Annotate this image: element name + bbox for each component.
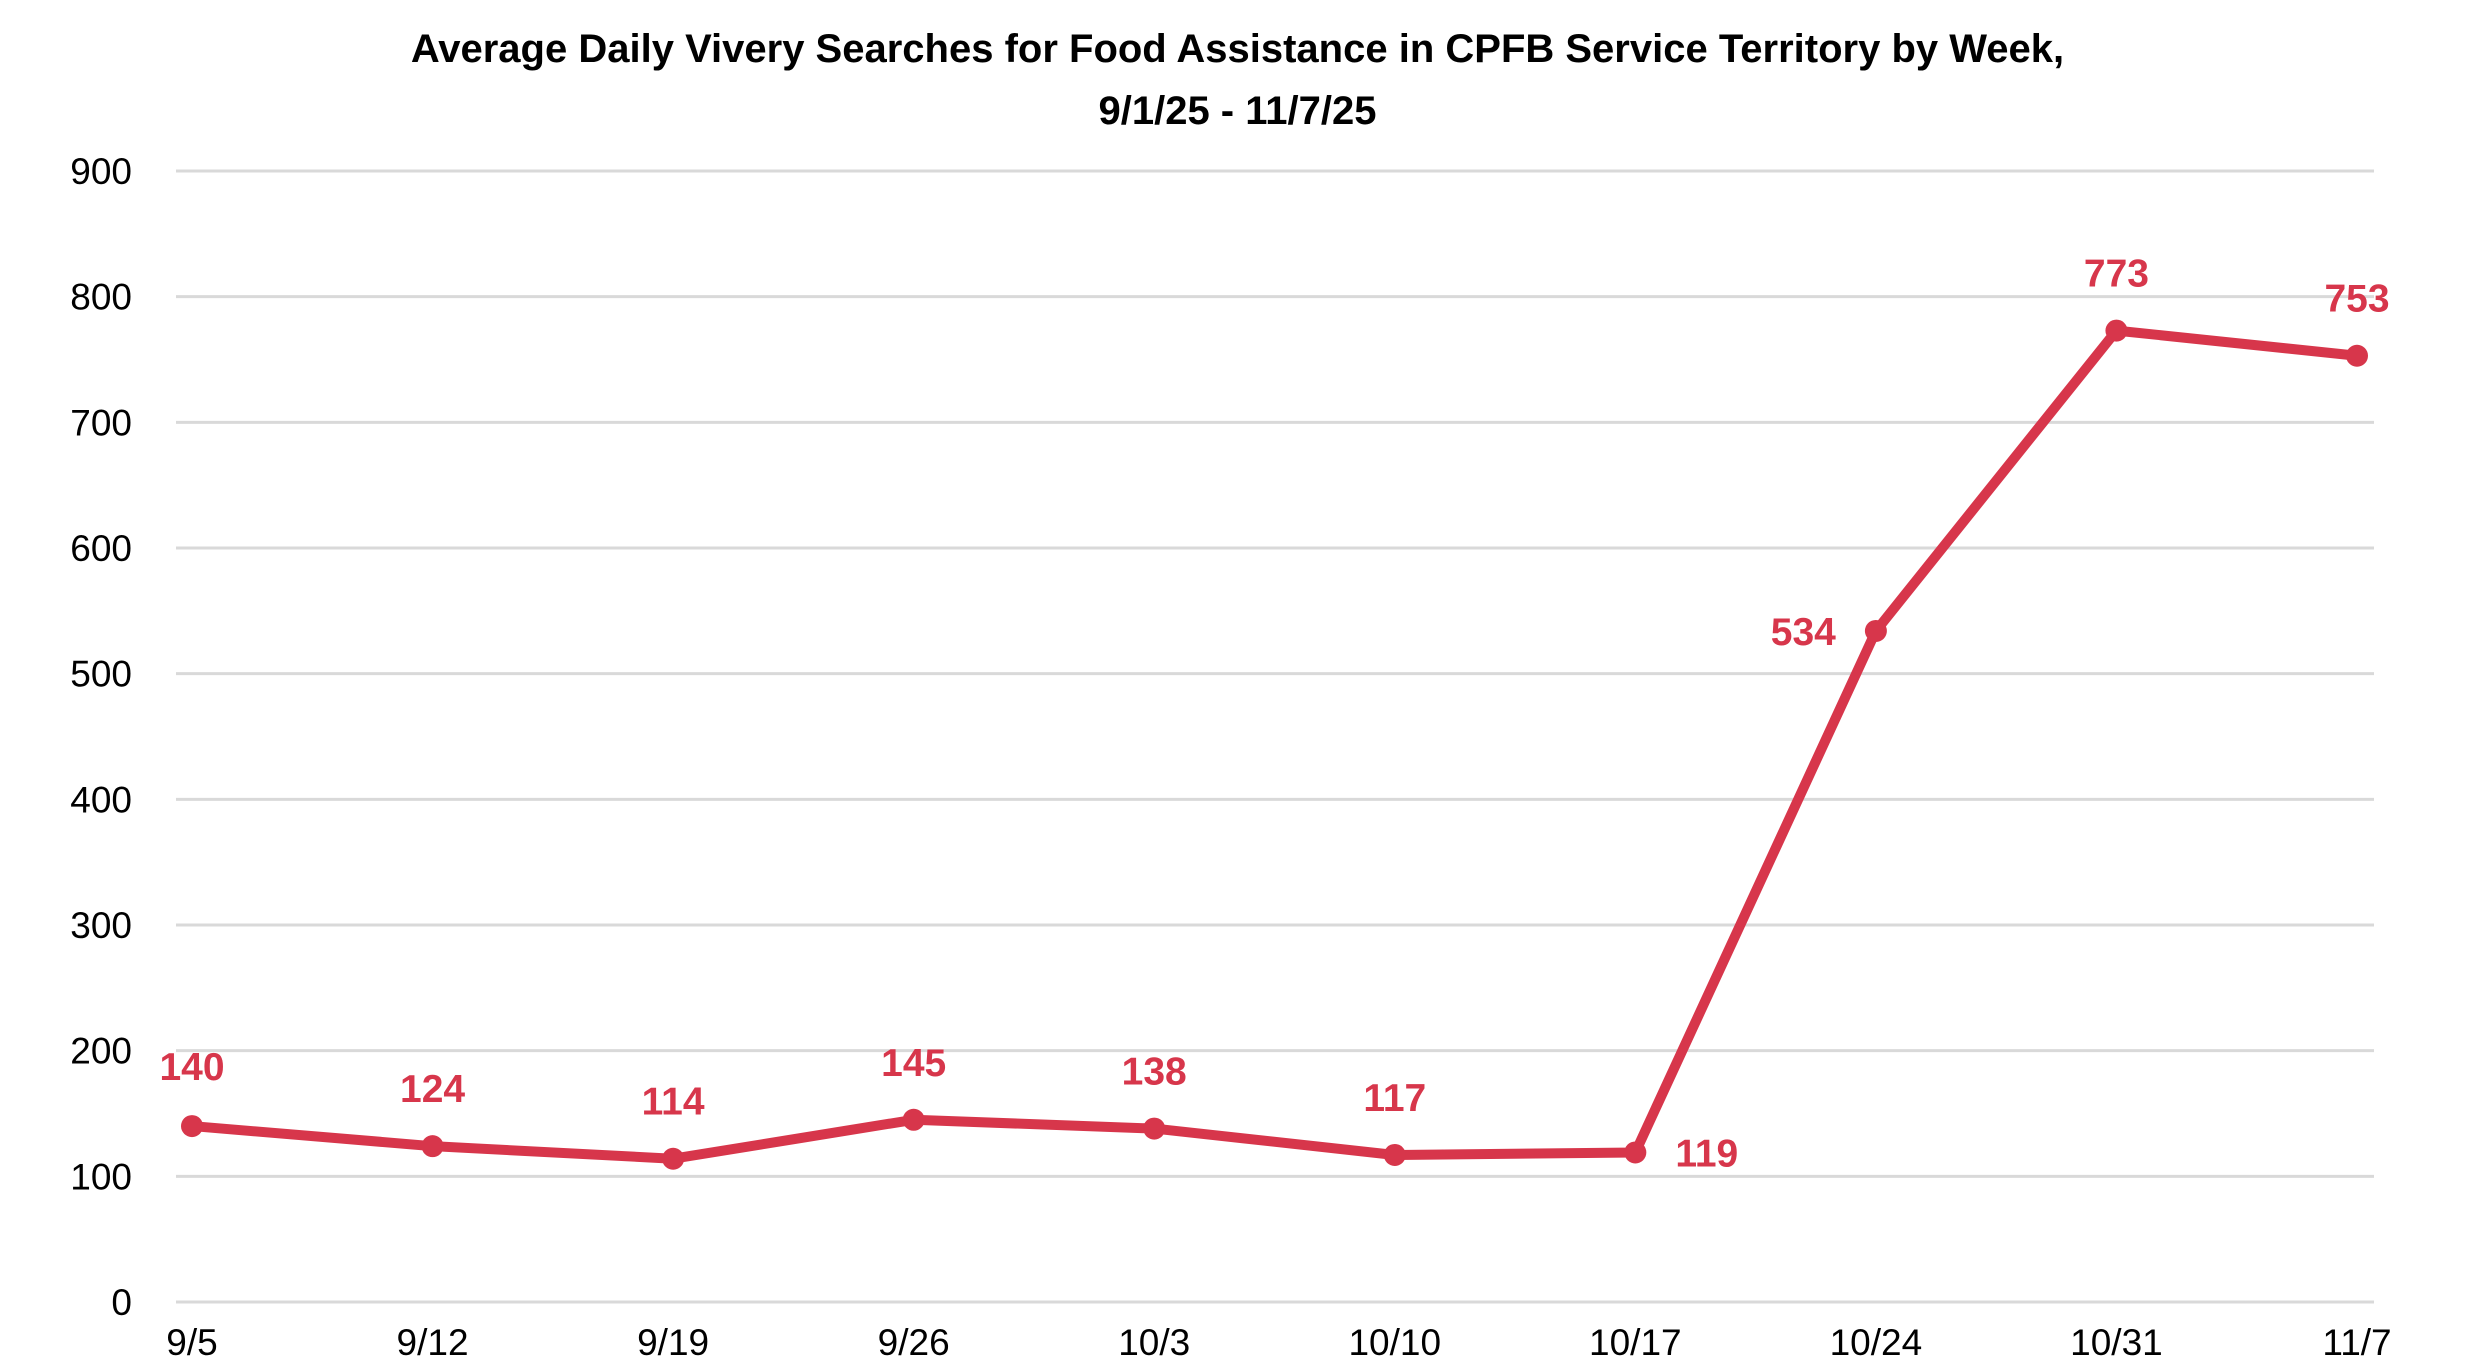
y-tick-label: 800 bbox=[70, 277, 132, 318]
data-label: 114 bbox=[642, 1081, 705, 1124]
data-point bbox=[1143, 1117, 1166, 1140]
data-point bbox=[1383, 1143, 1406, 1166]
chart-title-line1: Average Daily Vivery Searches for Food A… bbox=[410, 27, 2065, 71]
x-tick-label: 10/3 bbox=[1118, 1322, 1190, 1363]
chart-title: Average Daily Vivery Searches for Food A… bbox=[0, 18, 2475, 142]
data-point bbox=[2105, 319, 2128, 342]
data-point bbox=[662, 1147, 685, 1170]
y-tick-label: 0 bbox=[111, 1282, 132, 1323]
data-point bbox=[1864, 619, 1887, 642]
x-tick-label: 9/12 bbox=[397, 1322, 469, 1363]
data-label: 124 bbox=[400, 1068, 465, 1111]
data-label: 145 bbox=[881, 1042, 946, 1085]
y-tick-label: 500 bbox=[70, 654, 132, 695]
x-tick-label: 11/7 bbox=[2322, 1322, 2391, 1363]
x-tick-label: 9/5 bbox=[166, 1322, 217, 1363]
y-tick-label: 600 bbox=[70, 528, 132, 569]
data-point bbox=[421, 1135, 444, 1158]
data-point bbox=[902, 1108, 925, 1131]
y-tick-label: 200 bbox=[70, 1031, 132, 1072]
data-label: 140 bbox=[159, 1046, 224, 1089]
x-tick-label: 9/26 bbox=[878, 1322, 950, 1363]
series-line bbox=[191, 325, 2358, 1164]
data-point bbox=[1624, 1141, 1647, 1164]
data-label: 753 bbox=[2324, 278, 2389, 321]
x-tick-label: 10/24 bbox=[1830, 1322, 1923, 1363]
x-tick-label: 10/17 bbox=[1589, 1322, 1682, 1363]
data-label: 119 bbox=[1675, 1132, 1738, 1175]
y-tick-label: 700 bbox=[70, 402, 132, 443]
data-label: 117 bbox=[1363, 1077, 1426, 1120]
y-tick-label: 100 bbox=[70, 1156, 132, 1197]
data-point bbox=[2346, 344, 2368, 367]
data-label: 138 bbox=[1122, 1051, 1187, 1094]
x-tick-label: 10/31 bbox=[2070, 1322, 2163, 1363]
x-tick-label: 9/19 bbox=[637, 1322, 709, 1363]
data-label: 773 bbox=[2084, 253, 2149, 296]
data-label: 534 bbox=[1771, 611, 1836, 654]
x-tick-label: 10/10 bbox=[1348, 1322, 1441, 1363]
y-tick-label: 300 bbox=[70, 905, 132, 946]
data-point bbox=[181, 1115, 203, 1138]
y-tick-label: 900 bbox=[70, 151, 132, 192]
y-tick-label: 400 bbox=[70, 779, 132, 820]
chart-subtitle: 9/1/25 - 11/7/25 bbox=[1098, 89, 1377, 133]
